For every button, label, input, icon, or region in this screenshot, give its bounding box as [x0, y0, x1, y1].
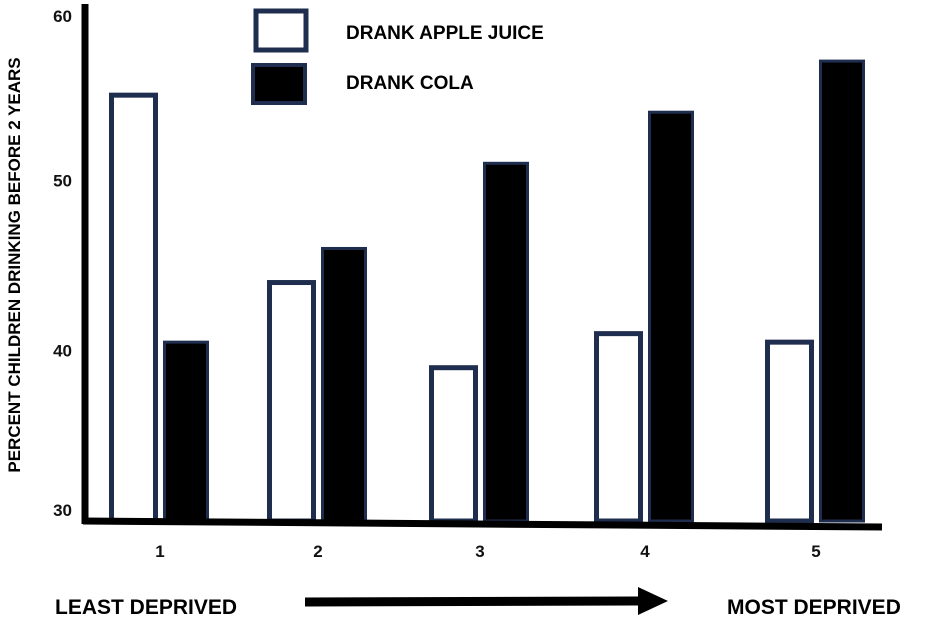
bar-cola-3: [483, 161, 529, 523]
bar-cola-4: [648, 110, 694, 523]
direction-arrow-shaft: [304, 596, 646, 607]
bar-apple-juice-5: [765, 339, 814, 524]
direction-arrow-head: [638, 587, 668, 615]
bar-apple-juice-3: [429, 365, 478, 524]
bar-cola-5: [819, 59, 865, 523]
x-ticks-group: 1 2 3 4 5: [155, 542, 820, 561]
x-tick-label-3: 3: [475, 542, 484, 561]
bars-group: [109, 59, 865, 524]
legend-label-apple-juice: DRANK APPLE JUICE: [346, 23, 544, 44]
y-tick-label-50: 50: [53, 171, 72, 190]
y-ticks-group: 30 40 50 60: [53, 7, 72, 520]
legend-label-cola: DRANK COLA: [346, 73, 474, 94]
y-tick-label-40: 40: [53, 342, 72, 361]
x-tick-label-2: 2: [313, 542, 322, 561]
bar-apple-juice-1: [109, 92, 158, 524]
legend-swatch-cola: [251, 63, 307, 105]
bar-apple-juice-4: [594, 331, 643, 524]
y-tick-label-30: 30: [53, 501, 72, 520]
bar-apple-juice-2: [267, 280, 316, 524]
x-tick-label-5: 5: [811, 542, 820, 561]
x-tick-label-4: 4: [640, 542, 650, 561]
x-axis-line: [82, 517, 883, 531]
legend-swatch-apple-juice: [253, 8, 309, 53]
x-tick-label-1: 1: [155, 542, 164, 561]
y-tick-label-60: 60: [53, 7, 72, 26]
most-deprived-label: MOST DEPRIVED: [727, 596, 901, 619]
bar-cola-1: [163, 340, 209, 523]
bar-cola-2: [321, 246, 367, 523]
y-axis-title: PERCENT CHILDREN DRINKING BEFORE 2 YEARS: [5, 57, 24, 472]
least-deprived-label: LEAST DEPRIVED: [55, 596, 237, 619]
